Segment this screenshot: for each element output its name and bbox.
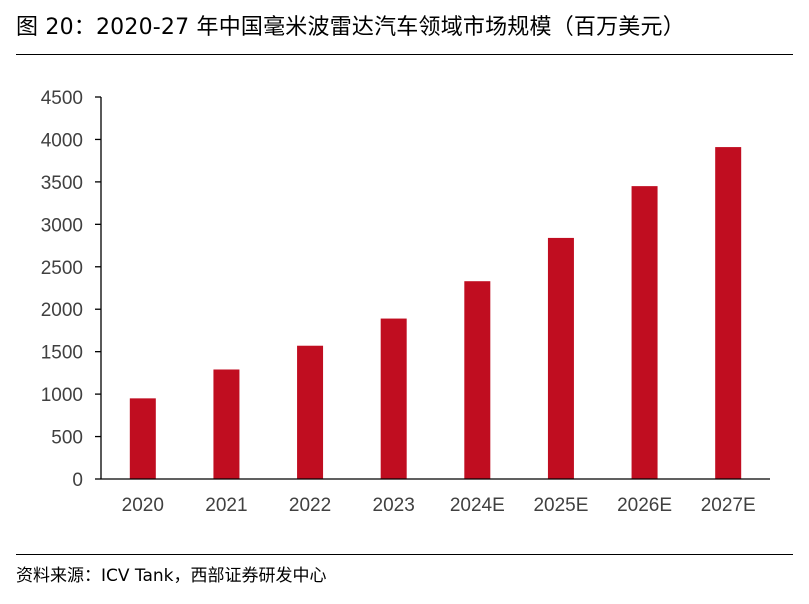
y-tick-label: 4500 — [41, 88, 83, 109]
x-tick-label: 2024E — [450, 495, 505, 516]
x-tick-label: 2022 — [289, 495, 331, 516]
bar-chart: 0 500 1000 1500 2000 2500 3000 3500 4000 4500 202… — [41, 88, 770, 516]
y-tick-label: 1500 — [41, 343, 83, 364]
y-tick-label: 2000 — [41, 300, 83, 321]
chart-title: 图 20：2020-27 年中国毫米波雷达汽车领域市场规模（百万美元） — [16, 15, 685, 40]
y-tick-label: 500 — [51, 428, 83, 449]
bar-2022 — [297, 345, 324, 479]
y-tick-label: 3000 — [41, 215, 83, 236]
y-tick-label: 1000 — [41, 385, 83, 406]
bar-2023 — [380, 318, 407, 479]
footer-divider — [16, 554, 793, 555]
bar-2020 — [129, 398, 156, 479]
y-tick-label: 2500 — [41, 258, 83, 279]
x-tick-label: 2027E — [701, 495, 756, 516]
bar-2026E — [631, 186, 658, 479]
bars — [129, 147, 742, 479]
x-tick-label: 2020 — [122, 495, 164, 516]
y-axis: 0 500 1000 1500 2000 2500 3000 3500 4000 4500 — [41, 88, 102, 491]
source-note: 资料来源：ICV Tank，西部证券研发中心 — [16, 566, 327, 586]
y-tick-label: 3500 — [41, 173, 83, 194]
y-tick-label: 0 — [72, 470, 83, 491]
x-tick-label: 2025E — [533, 495, 588, 516]
x-axis: 2020 2021 2022 2023 2024E 2025E 2026E 2027E — [101, 478, 770, 516]
y-tick-label: 4000 — [41, 130, 83, 151]
bar-2025E — [547, 237, 574, 479]
bar-2021 — [213, 369, 240, 479]
x-tick-label: 2026E — [617, 495, 672, 516]
x-tick-label: 2021 — [205, 495, 247, 516]
bar-2027E — [715, 147, 742, 479]
bar-2024E — [464, 281, 491, 479]
title-divider — [16, 54, 793, 55]
x-tick-label: 2023 — [373, 495, 415, 516]
